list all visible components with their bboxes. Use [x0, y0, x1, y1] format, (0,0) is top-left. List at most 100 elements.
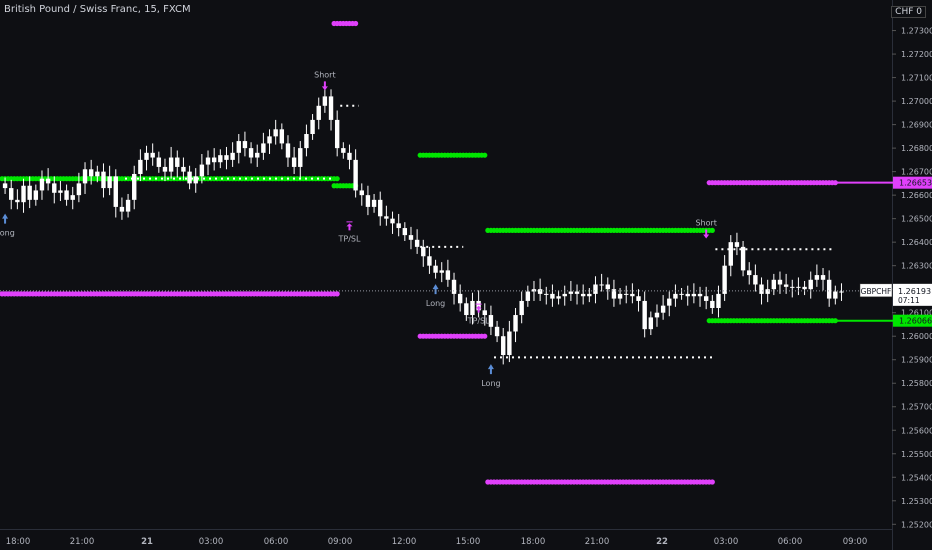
candle[interactable]: [722, 255, 727, 301]
candle[interactable]: [790, 279, 795, 298]
marker-long[interactable]: Long: [481, 364, 501, 388]
candle[interactable]: [199, 153, 205, 184]
candle[interactable]: [691, 283, 697, 304]
candle[interactable]: [617, 288, 623, 305]
candle[interactable]: [107, 165, 112, 196]
candle[interactable]: [839, 283, 844, 301]
candle[interactable]: [826, 270, 832, 307]
candle[interactable]: [802, 280, 807, 296]
candle[interactable]: [820, 268, 826, 291]
candle[interactable]: [470, 292, 475, 325]
candle[interactable]: [390, 211, 395, 234]
candle[interactable]: [279, 123, 285, 150]
candle[interactable]: [125, 193, 131, 218]
candle[interactable]: [291, 146, 297, 174]
candle[interactable]: [710, 295, 715, 314]
candle[interactable]: [396, 213, 401, 237]
candle[interactable]: [642, 291, 647, 338]
candle[interactable]: [384, 205, 389, 226]
candle[interactable]: [261, 132, 266, 160]
candle[interactable]: [427, 246, 432, 274]
candle[interactable]: [33, 184, 39, 206]
candle[interactable]: [550, 284, 555, 307]
candle[interactable]: [211, 148, 217, 171]
currency-label[interactable]: CHF 0: [891, 6, 926, 18]
candle[interactable]: [654, 304, 660, 327]
candle[interactable]: [359, 183, 364, 206]
candle[interactable]: [833, 285, 838, 305]
candle[interactable]: [648, 311, 654, 336]
candle[interactable]: [298, 141, 303, 178]
candle[interactable]: [445, 259, 451, 287]
candle[interactable]: [371, 193, 377, 213]
candle[interactable]: [728, 235, 733, 277]
marker-tpsl[interactable]: TP/SL: [337, 221, 361, 243]
candle[interactable]: [304, 124, 309, 157]
candle[interactable]: [162, 158, 168, 182]
candle[interactable]: [273, 119, 278, 145]
candle[interactable]: [138, 149, 143, 182]
candle[interactable]: [488, 305, 494, 336]
candle[interactable]: [519, 291, 524, 324]
candle[interactable]: [630, 283, 635, 304]
candle[interactable]: [76, 172, 82, 203]
candle[interactable]: [433, 259, 438, 279]
candle[interactable]: [267, 129, 272, 154]
candle[interactable]: [537, 278, 543, 301]
candle[interactable]: [328, 89, 334, 131]
candle[interactable]: [501, 327, 506, 365]
candle[interactable]: [740, 240, 746, 277]
candle[interactable]: [753, 264, 758, 292]
candle[interactable]: [808, 271, 813, 299]
candle[interactable]: [132, 165, 137, 210]
candle[interactable]: [734, 232, 740, 256]
candle[interactable]: [181, 157, 186, 180]
level-price-tag[interactable]: 1.26653: [893, 176, 932, 189]
candle[interactable]: [636, 289, 641, 312]
candle[interactable]: [771, 273, 777, 296]
candle[interactable]: [175, 150, 180, 178]
candle[interactable]: [236, 134, 241, 164]
candle[interactable]: [414, 229, 420, 254]
candle[interactable]: [156, 151, 162, 173]
candle[interactable]: [605, 277, 610, 300]
candle[interactable]: [378, 191, 383, 226]
candle[interactable]: [679, 288, 684, 300]
candle[interactable]: [230, 142, 235, 167]
candle[interactable]: [334, 110, 340, 157]
candle[interactable]: [716, 285, 721, 318]
candle[interactable]: [9, 179, 14, 210]
candle[interactable]: [2, 177, 8, 194]
candle[interactable]: [556, 290, 561, 305]
candle[interactable]: [421, 239, 426, 267]
candle[interactable]: [205, 150, 211, 176]
candle[interactable]: [64, 184, 69, 206]
candle[interactable]: [408, 226, 414, 250]
marker-short[interactable]: Short: [314, 70, 336, 91]
candle[interactable]: [82, 162, 88, 194]
marker-tpsl[interactable]: TP/SL: [467, 303, 490, 326]
marker-long[interactable]: Long: [426, 284, 445, 308]
candle[interactable]: [21, 178, 26, 213]
candle[interactable]: [316, 97, 321, 130]
candle[interactable]: [144, 145, 149, 171]
candle[interactable]: [667, 291, 672, 317]
candle[interactable]: [15, 189, 20, 210]
candle[interactable]: [464, 297, 469, 321]
candle[interactable]: [525, 285, 531, 307]
candle[interactable]: [765, 279, 770, 303]
candle[interactable]: [624, 285, 629, 304]
candle[interactable]: [45, 168, 51, 191]
candle[interactable]: [580, 284, 586, 305]
candle[interactable]: [611, 279, 617, 307]
candle[interactable]: [187, 165, 192, 190]
candle[interactable]: [168, 146, 174, 179]
candle[interactable]: [224, 146, 229, 170]
candle[interactable]: [70, 186, 75, 210]
candle[interactable]: [587, 288, 592, 303]
candle[interactable]: [341, 142, 346, 159]
candle[interactable]: [593, 276, 598, 304]
candle[interactable]: [248, 142, 254, 164]
candle[interactable]: [95, 165, 100, 183]
